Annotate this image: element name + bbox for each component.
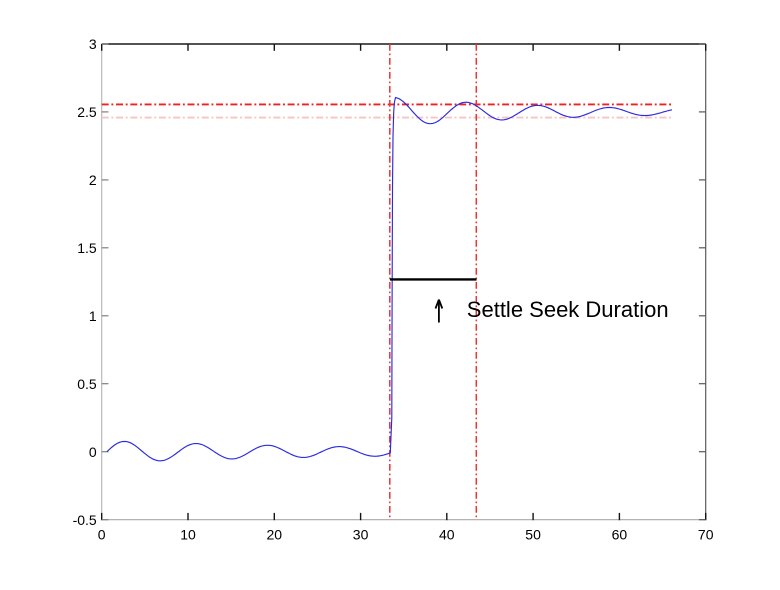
svg-text:Settle Seek Duration: Settle Seek Duration (467, 297, 669, 322)
svg-text:20: 20 (267, 527, 283, 543)
svg-text:40: 40 (439, 527, 455, 543)
svg-text:10: 10 (180, 527, 196, 543)
svg-text:0.5: 0.5 (77, 376, 97, 392)
svg-text:3: 3 (89, 36, 97, 52)
svg-text:1: 1 (89, 308, 97, 324)
svg-text:0: 0 (89, 444, 97, 460)
svg-text:60: 60 (612, 527, 628, 543)
svg-text:30: 30 (353, 527, 369, 543)
svg-text:50: 50 (525, 527, 541, 543)
svg-text:1.5: 1.5 (77, 240, 97, 256)
svg-text:-0.5: -0.5 (73, 512, 97, 528)
svg-text:2: 2 (89, 172, 97, 188)
svg-text:0: 0 (98, 527, 106, 543)
svg-text:70: 70 (698, 527, 714, 543)
svg-text:2.5: 2.5 (77, 104, 97, 120)
